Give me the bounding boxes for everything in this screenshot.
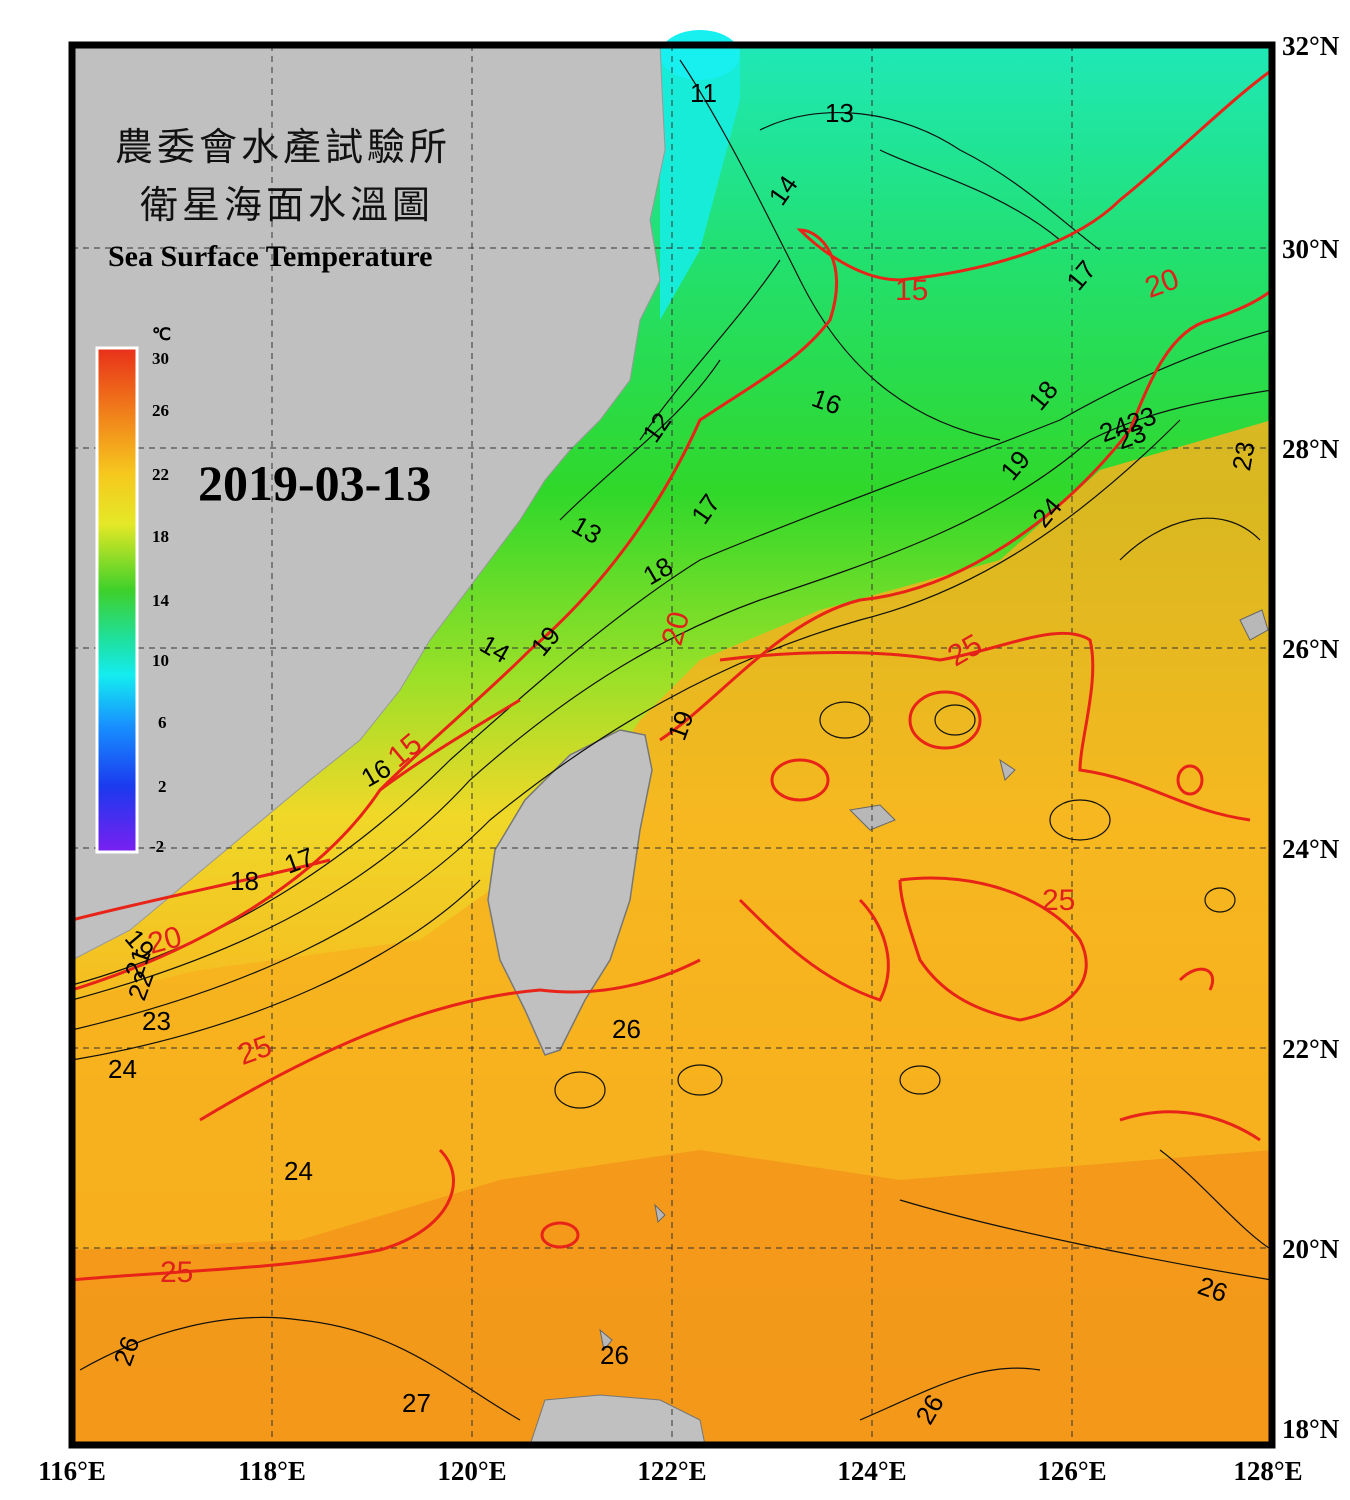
islands [599, 609, 1269, 1352]
title-block: 農委會水產試驗所 衛星海面水溫圖 Sea Surface Temperature [108, 125, 451, 273]
title-line2: 衛星海面水溫圖 [140, 183, 434, 227]
contour-label: 23 [142, 1006, 171, 1036]
lat-label: 18°N [1282, 1414, 1340, 1444]
lon-label: 116°E [38, 1456, 106, 1486]
lat-label: 28°N [1282, 434, 1340, 464]
colorbar-unit: ℃ [152, 325, 171, 344]
map-frame [68, 41, 1276, 1449]
date-label: 2019-03-13 [198, 455, 431, 511]
isotherm-label: 25 [160, 1256, 193, 1289]
contour-label: 26 [612, 1014, 641, 1044]
latitude-axis: 32°N 30°N 28°N 26°N 24°N 22°N 20°N 18°N [1282, 31, 1340, 1444]
title-line1: 農委會水產試驗所 [115, 125, 451, 169]
longitude-axis: 116°E 118°E 120°E 122°E 124°E 126°E 128°… [38, 1456, 1303, 1486]
contour-label: 11 [690, 78, 717, 108]
colorbar-tick: 14 [152, 591, 170, 610]
colorbar-tick: 26 [152, 401, 169, 420]
colorbar-ramp [95, 346, 139, 854]
colorbar: ℃ 30 26 22 18 14 10 6 2 -2 [95, 325, 171, 856]
contour-label: 26 [600, 1340, 629, 1370]
contour-label: 24 [108, 1054, 137, 1084]
lat-label: 30°N [1282, 234, 1340, 264]
colorbar-tick: 10 [152, 651, 169, 670]
china-landmass [71, 44, 666, 961]
lon-label: 120°E [437, 1456, 506, 1486]
cold-coastal-region [660, 45, 740, 320]
colorbar-tick: 6 [158, 713, 167, 732]
contour-label: 23 [1226, 439, 1261, 473]
lon-label: 128°E [1233, 1456, 1302, 1486]
contour-label: 24 [284, 1156, 313, 1186]
lon-label: 118°E [238, 1456, 306, 1486]
colorbar-tick: 30 [152, 349, 169, 368]
lon-label: 124°E [837, 1456, 906, 1486]
contour-lines [71, 59, 1273, 1421]
lat-label: 26°N [1282, 634, 1340, 664]
contour-label: 13 [825, 98, 854, 128]
contour-label: 18 [230, 866, 259, 896]
lat-label: 20°N [1282, 1234, 1340, 1264]
isotherm-label: 15 [895, 274, 928, 307]
colorbar-tick: 2 [158, 777, 167, 796]
graticule [72, 45, 1272, 1445]
lat-label: 24°N [1282, 834, 1340, 864]
isotherm-lines [71, 68, 1273, 1282]
warm-core-region [72, 1150, 1272, 1445]
lat-label: 32°N [1282, 31, 1340, 61]
colorbar-tick: -2 [150, 837, 164, 856]
title-english: Sea Surface Temperature [108, 240, 432, 273]
taiwan-island [487, 729, 653, 1056]
isotherm-label: 25 [1042, 884, 1075, 917]
colorbar-tick: 22 [152, 465, 169, 484]
contour-label: 27 [402, 1388, 431, 1418]
lon-label: 122°E [637, 1456, 706, 1486]
lat-label: 22°N [1282, 1034, 1340, 1064]
colorbar-tick: 18 [152, 527, 169, 546]
lon-label: 126°E [1037, 1456, 1106, 1486]
